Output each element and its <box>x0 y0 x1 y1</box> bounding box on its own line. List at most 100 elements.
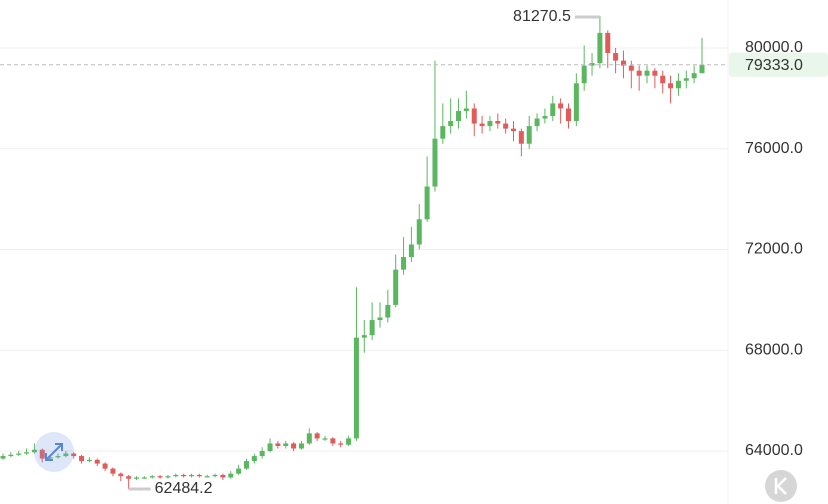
candle-body <box>338 443 344 445</box>
candle-body <box>448 121 454 127</box>
y-tick-label: 80000.0 <box>745 39 803 56</box>
collapse-button[interactable] <box>765 470 797 502</box>
candle-body <box>408 244 414 258</box>
expand-icon <box>45 443 63 461</box>
candle-body <box>699 64 705 74</box>
candle-body <box>377 317 383 321</box>
candle-body <box>471 108 477 124</box>
candle-body <box>275 443 281 446</box>
candle-body <box>558 103 564 109</box>
candle-body <box>126 476 132 479</box>
candle-body <box>39 449 45 459</box>
candle-body <box>291 443 297 449</box>
candle-body <box>149 476 155 478</box>
candle-body <box>432 138 438 187</box>
candle-body <box>369 320 375 336</box>
candle-body <box>236 468 242 474</box>
candle-body <box>16 453 22 455</box>
candle-body <box>24 452 30 454</box>
y-tick-label: 76000.0 <box>745 140 803 157</box>
candle-body <box>511 128 517 132</box>
candle-body <box>306 433 312 444</box>
candle-body <box>620 60 626 66</box>
candle-body <box>644 70 650 76</box>
candle-body <box>173 474 179 477</box>
candle-body <box>322 438 328 440</box>
candle-body <box>47 457 53 459</box>
candle-body <box>134 477 140 479</box>
candle-body <box>542 116 548 119</box>
candle-body <box>267 443 273 452</box>
min-label: 62484.2 <box>155 480 213 497</box>
current-price-box <box>729 52 828 77</box>
candle-body <box>196 474 202 477</box>
candle-body <box>8 454 14 457</box>
candle-body <box>613 53 619 61</box>
candle-body <box>141 477 147 479</box>
candle-body <box>416 219 422 245</box>
candle-body <box>660 75 666 84</box>
candle-body <box>181 474 187 477</box>
candle-body <box>79 456 85 462</box>
candle-body <box>86 459 92 462</box>
candle-body <box>463 108 469 111</box>
expand-button[interactable] <box>34 432 74 472</box>
candle-body <box>102 463 108 469</box>
candle-body <box>346 438 352 445</box>
candle-body <box>71 453 77 457</box>
candle-body <box>228 473 234 478</box>
candle-body <box>118 473 124 477</box>
candle-body <box>636 70 642 76</box>
candle-body <box>353 337 359 439</box>
candle-body <box>534 118 540 127</box>
candle-body <box>487 121 493 127</box>
candle-body <box>628 65 634 71</box>
candle-body <box>188 474 194 477</box>
candle-body <box>298 443 304 449</box>
candle-body <box>526 126 532 144</box>
candle-body <box>393 269 399 305</box>
candle-body <box>479 123 485 127</box>
candle-body <box>283 443 289 446</box>
candle-body <box>361 335 367 338</box>
candle-body <box>243 461 249 469</box>
candle-body <box>212 474 218 477</box>
candle-body <box>401 257 407 270</box>
candle-body <box>440 126 446 139</box>
candle-body <box>495 121 501 124</box>
candle-body <box>314 433 320 439</box>
candle-body <box>589 63 595 66</box>
candle-body <box>259 451 265 457</box>
y-tick-label: 72000.0 <box>745 241 803 258</box>
candle-body <box>668 83 674 89</box>
candle-body <box>251 456 257 462</box>
candle-body <box>63 453 69 457</box>
max-label: 81270.5 <box>513 8 571 25</box>
candle-body <box>204 476 210 478</box>
candle-body <box>385 304 391 318</box>
candle-body <box>330 438 336 444</box>
candle-body <box>565 108 571 122</box>
candle-body <box>110 468 116 474</box>
y-tick-label: 64000.0 <box>745 442 803 459</box>
candle-body <box>503 123 509 129</box>
candle-body <box>605 32 611 54</box>
candle-body <box>55 456 61 458</box>
candle-body <box>550 103 556 117</box>
candle-body <box>573 83 579 122</box>
candle-body <box>0 456 6 459</box>
candle-body <box>424 186 430 220</box>
candle-body <box>518 131 524 144</box>
candle-body <box>94 459 100 464</box>
candle-body <box>220 474 226 478</box>
candle-body <box>597 32 603 64</box>
current-price-label: 79333.0 <box>745 57 803 74</box>
candle-body <box>456 110 462 122</box>
candle-body <box>652 70 658 76</box>
collapse-icon <box>774 477 787 495</box>
candle-body <box>165 476 171 478</box>
candle-body <box>675 80 681 89</box>
collapse-button-bg <box>765 470 797 502</box>
